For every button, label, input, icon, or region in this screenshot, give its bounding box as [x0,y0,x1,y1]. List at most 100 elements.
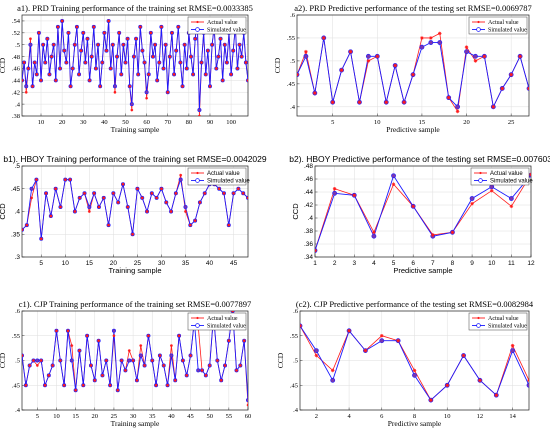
point-actual [140,196,144,200]
plot-frame [21,165,249,258]
point-actual [78,349,81,352]
point-actual [131,359,135,362]
point-actual [127,349,131,352]
legend: Actual value Simulated value [470,167,533,186]
x-tick-label: 25 [134,260,142,267]
point-actual [85,334,89,338]
x-tick-label: 15 [86,260,94,267]
x-tick-label: 80 [186,119,193,126]
point-actual [73,210,77,213]
x-axis-label: Training sample [108,266,161,275]
legend-label: Simulated value [207,28,246,34]
chart-title: a1). PRD Training performance of the tra… [17,3,253,13]
point-actual [58,359,62,362]
y-tick-label: .6 [293,308,299,315]
point-actual [500,86,505,91]
x-tick-label: 6 [411,260,415,267]
point-actual [147,73,151,76]
point-actual [445,383,450,388]
legend-label: Actual value [207,316,238,322]
x-tick-label: 11 [508,260,515,267]
point-actual [174,49,178,53]
point-actual [231,311,235,313]
point-simulated [183,204,188,209]
point-actual [200,61,203,64]
y-tick-label: .35 [11,231,20,238]
x-tick-label: 30 [130,413,137,420]
x-tick-label: 15 [72,413,79,420]
point-actual [158,354,162,357]
point-actual [24,383,28,387]
point-actual [206,49,210,53]
point-actual [219,37,222,41]
legend-marker-simulated [195,323,200,328]
point-actual [191,73,195,76]
point-actual [321,36,326,40]
point-actual [491,105,496,109]
point-actual [126,37,130,41]
point-actual [120,359,123,362]
point-actual [89,364,93,367]
chart-title: a2). PRD Predictive performance of the t… [294,3,532,13]
point-actual [44,191,48,195]
point-simulated [127,358,132,363]
point-actual [78,196,82,200]
point-actual [173,378,177,382]
x-tick-label: 20 [59,119,66,126]
point-actual [92,191,96,195]
point-actual [150,359,154,362]
point-actual [332,186,337,191]
point-actual [339,68,344,72]
point-actual [174,191,178,195]
point-actual [429,36,433,40]
point-actual [198,201,202,204]
point-actual [236,67,239,70]
x-tick-label: 4 [347,413,351,420]
point-actual [215,359,219,362]
point-actual [242,339,246,343]
y-tick-label: .45 [290,382,298,389]
x-tick-label: 10 [444,413,451,420]
point-actual [74,388,78,392]
x-tick-label: 35 [182,260,190,267]
legend-label: Simulated value [207,179,250,185]
point-actual [143,364,146,367]
point-actual [225,61,229,64]
point-actual [478,378,482,383]
x-tick-label: 4 [372,260,376,267]
point-actual [111,43,115,47]
x-tick-label: 35 [149,413,156,420]
point-actual [104,359,108,362]
point-actual [208,364,212,367]
point-simulated [455,104,461,110]
point-actual [60,19,64,23]
chart-2: a2). PRD Predictive performance of the t… [273,3,532,134]
legend-marker-simulated [476,323,481,328]
x-axis-label: Training sample [111,419,160,428]
point-actual [35,73,39,76]
y-tick-label: .34 [304,254,313,261]
y-tick-label: .55 [287,35,295,42]
series-group [22,311,248,407]
point-simulated [464,49,469,55]
point-actual [348,49,353,54]
point-actual [102,31,106,35]
x-tick-label: 12 [527,260,535,267]
x-tick-label: 2 [333,260,337,267]
point-actual [200,369,204,372]
point-actual [62,49,66,53]
plot-frame [21,310,249,411]
point-actual [185,67,189,70]
point-simulated [24,84,29,89]
y-tick-label: .55 [290,333,298,340]
x-tick-label: 20 [92,413,99,420]
point-actual [96,43,100,47]
point-simulated [391,173,396,179]
point-actual [124,61,127,64]
point-simulated [178,177,183,182]
point-actual [39,237,43,241]
point-simulated [365,53,371,59]
point-actual [63,178,67,182]
point-actual [455,109,460,114]
y-tick-label: .46 [304,176,313,183]
